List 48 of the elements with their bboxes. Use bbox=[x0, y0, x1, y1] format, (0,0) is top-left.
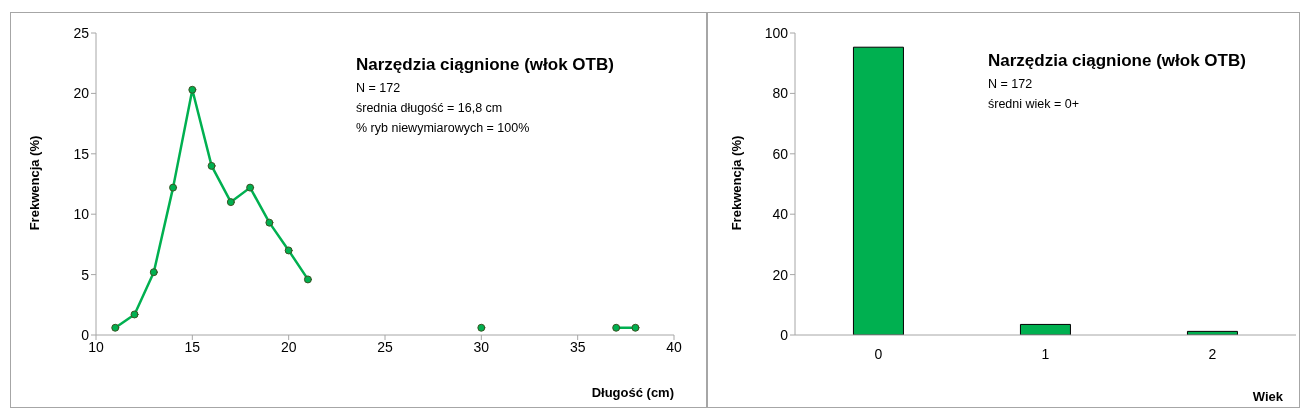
annotation: N = 172 bbox=[988, 77, 1033, 91]
y-tick-label: 10 bbox=[73, 206, 90, 223]
point bbox=[265, 218, 274, 227]
x-tick-label: 40 bbox=[666, 338, 682, 355]
y-tick-label: 80 bbox=[772, 85, 789, 102]
y-tick-label: 25 bbox=[73, 24, 90, 41]
annotation: N = 172 bbox=[356, 81, 401, 95]
y-tick-label: 20 bbox=[772, 266, 789, 283]
y-tick-label: 20 bbox=[73, 85, 90, 102]
x-axis-title: Długość (cm) bbox=[591, 385, 674, 400]
point bbox=[130, 310, 139, 319]
y-tick-label: 15 bbox=[73, 145, 90, 162]
y-tick-label: 5 bbox=[81, 266, 90, 283]
x-tick-label: 25 bbox=[377, 338, 393, 355]
point bbox=[612, 323, 621, 332]
annotation: średnia długość = 16,8 cm bbox=[356, 101, 503, 115]
x-tick-label: 0 bbox=[874, 345, 883, 362]
x-tick-label: 20 bbox=[280, 338, 297, 355]
point bbox=[631, 323, 640, 332]
bar bbox=[852, 46, 904, 335]
x-tick-label: 15 bbox=[184, 338, 201, 355]
annotation: % ryb niewymiarowych = 100% bbox=[356, 121, 530, 135]
point bbox=[149, 268, 158, 277]
x-tick-label: 1 bbox=[1041, 345, 1050, 362]
point bbox=[207, 161, 216, 170]
point bbox=[477, 323, 486, 332]
text: Narzędzia ciągnione (włok OTB) bbox=[356, 55, 614, 75]
point bbox=[188, 85, 197, 94]
point bbox=[169, 183, 178, 192]
point bbox=[111, 323, 120, 332]
y-tick-label: 40 bbox=[772, 206, 789, 223]
y-tick-label: 100 bbox=[764, 24, 789, 41]
y-tick-label: 60 bbox=[772, 145, 789, 162]
y-axis-title: Frekwencja (%) bbox=[26, 135, 42, 231]
x-tick-label: 30 bbox=[473, 338, 490, 355]
y-tick-label: 0 bbox=[81, 326, 90, 343]
point bbox=[303, 275, 312, 284]
y-axis-title: Frekwencja (%) bbox=[728, 135, 744, 231]
y-tick-label: 0 bbox=[780, 326, 789, 343]
x-tick-label: 2 bbox=[1208, 345, 1217, 362]
annotation: średni wiek = 0+ bbox=[988, 97, 1080, 111]
x-axis-title: Wiek bbox=[1252, 389, 1283, 404]
point bbox=[246, 183, 255, 192]
x-tick-label: 35 bbox=[569, 338, 586, 355]
point bbox=[226, 198, 235, 207]
point bbox=[284, 246, 293, 255]
bar bbox=[1019, 323, 1071, 335]
text: Narzędzia ciągnione (włok OTB) bbox=[988, 51, 1246, 71]
